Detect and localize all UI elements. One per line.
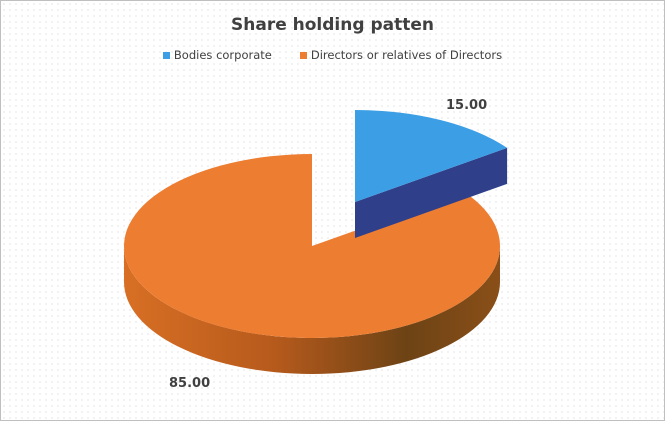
legend-label: Directors or relatives of Directors [310,48,503,62]
pie-slice-bodies-corporate [355,110,508,202]
legend-item-bodies-corporate: Bodies corporate [162,48,272,62]
chart-title: Share holding patten [231,15,434,35]
legend: Bodies corporate Directors or relatives … [1,48,664,62]
legend-label: Bodies corporate [173,48,272,62]
pie-side-directors-or-relatives-of-directors [124,246,500,374]
pie-slice-directors-or-relatives-of-directors [123,154,500,339]
legend-swatch [162,51,170,59]
legend-swatch [299,51,307,59]
legend-item-directors: Directors or relatives of Directors [299,48,503,62]
pie-face-bodies-corporate [355,147,508,238]
